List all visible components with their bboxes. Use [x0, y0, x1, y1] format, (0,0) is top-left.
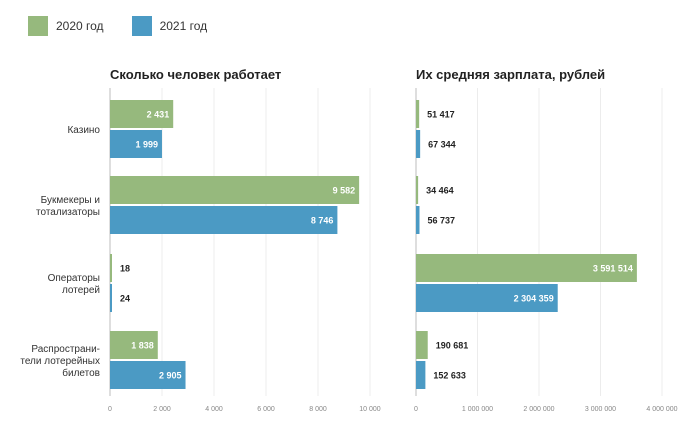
legend-item-2020: 2020 год	[28, 16, 104, 36]
category-label: Казино	[67, 125, 100, 136]
x-tick-label: 4 000 000	[646, 406, 677, 413]
bar	[416, 284, 558, 312]
bar-value-label: 152 633	[433, 371, 466, 381]
bar-value-label: 24	[120, 294, 130, 304]
bar	[416, 176, 419, 204]
x-tick-label: 1 000 000	[462, 406, 493, 413]
legend-swatch-2021	[131, 16, 152, 36]
bar	[416, 206, 420, 234]
legend-label-2021: 2021 год	[159, 19, 208, 33]
legend-swatch-2020	[28, 16, 48, 36]
bar-value-label: 51 417	[427, 110, 455, 120]
bar-value-label: 1 999	[135, 140, 158, 150]
bar-value-label: 8 746	[311, 216, 334, 226]
bar	[416, 100, 420, 128]
bar	[416, 361, 426, 389]
bar	[110, 331, 158, 359]
x-tick-label: 2 000 000	[523, 406, 554, 413]
bar	[416, 331, 428, 359]
x-tick-label: 2 000	[153, 406, 171, 413]
bar-value-label: 56 737	[427, 216, 455, 226]
bar	[110, 361, 186, 389]
bar	[110, 176, 360, 204]
bar	[110, 284, 112, 312]
chart-title-employees: Сколько человек работает	[110, 67, 282, 82]
bar-value-label: 2 431	[147, 110, 170, 120]
bar-value-label: 34 464	[426, 186, 454, 196]
bar-value-label: 1 838	[131, 341, 154, 351]
bar	[110, 100, 174, 128]
x-tick-label: 0	[414, 406, 418, 413]
category-label: Букмекеры и тотализаторы	[36, 195, 100, 218]
bar	[110, 206, 338, 234]
x-tick-label: 6 000	[257, 406, 275, 413]
bar-value-label: 2 304 359	[514, 294, 554, 304]
x-tick-label: 8 000	[309, 406, 327, 413]
bar-value-label: 9 582	[333, 186, 356, 196]
x-tick-label: 4 000	[205, 406, 223, 413]
x-tick-label: 0	[108, 406, 112, 413]
category-label: Операторы лотерей	[48, 273, 100, 296]
bar	[110, 130, 162, 158]
legend: 2020 год 2021 год	[28, 16, 207, 36]
category-label: Распространи-тели лотерейных билетов	[20, 344, 100, 379]
bar	[416, 254, 637, 282]
legend-item-2021: 2021 год	[131, 16, 208, 36]
bar	[416, 130, 421, 158]
bar-value-label: 190 681	[436, 341, 469, 351]
x-tick-label: 3 000 000	[585, 406, 616, 413]
bar-value-label: 18	[120, 264, 130, 274]
x-tick-label: 10 000	[359, 406, 381, 413]
chart-title-salary: Их средняя зарплата, рублей	[416, 67, 606, 82]
legend-label-2020: 2020 год	[56, 19, 104, 33]
bar-value-label: 3 591 514	[593, 264, 633, 274]
bar	[110, 254, 112, 282]
bar-value-label: 67 344	[428, 140, 456, 150]
bar-value-label: 2 905	[159, 371, 182, 381]
